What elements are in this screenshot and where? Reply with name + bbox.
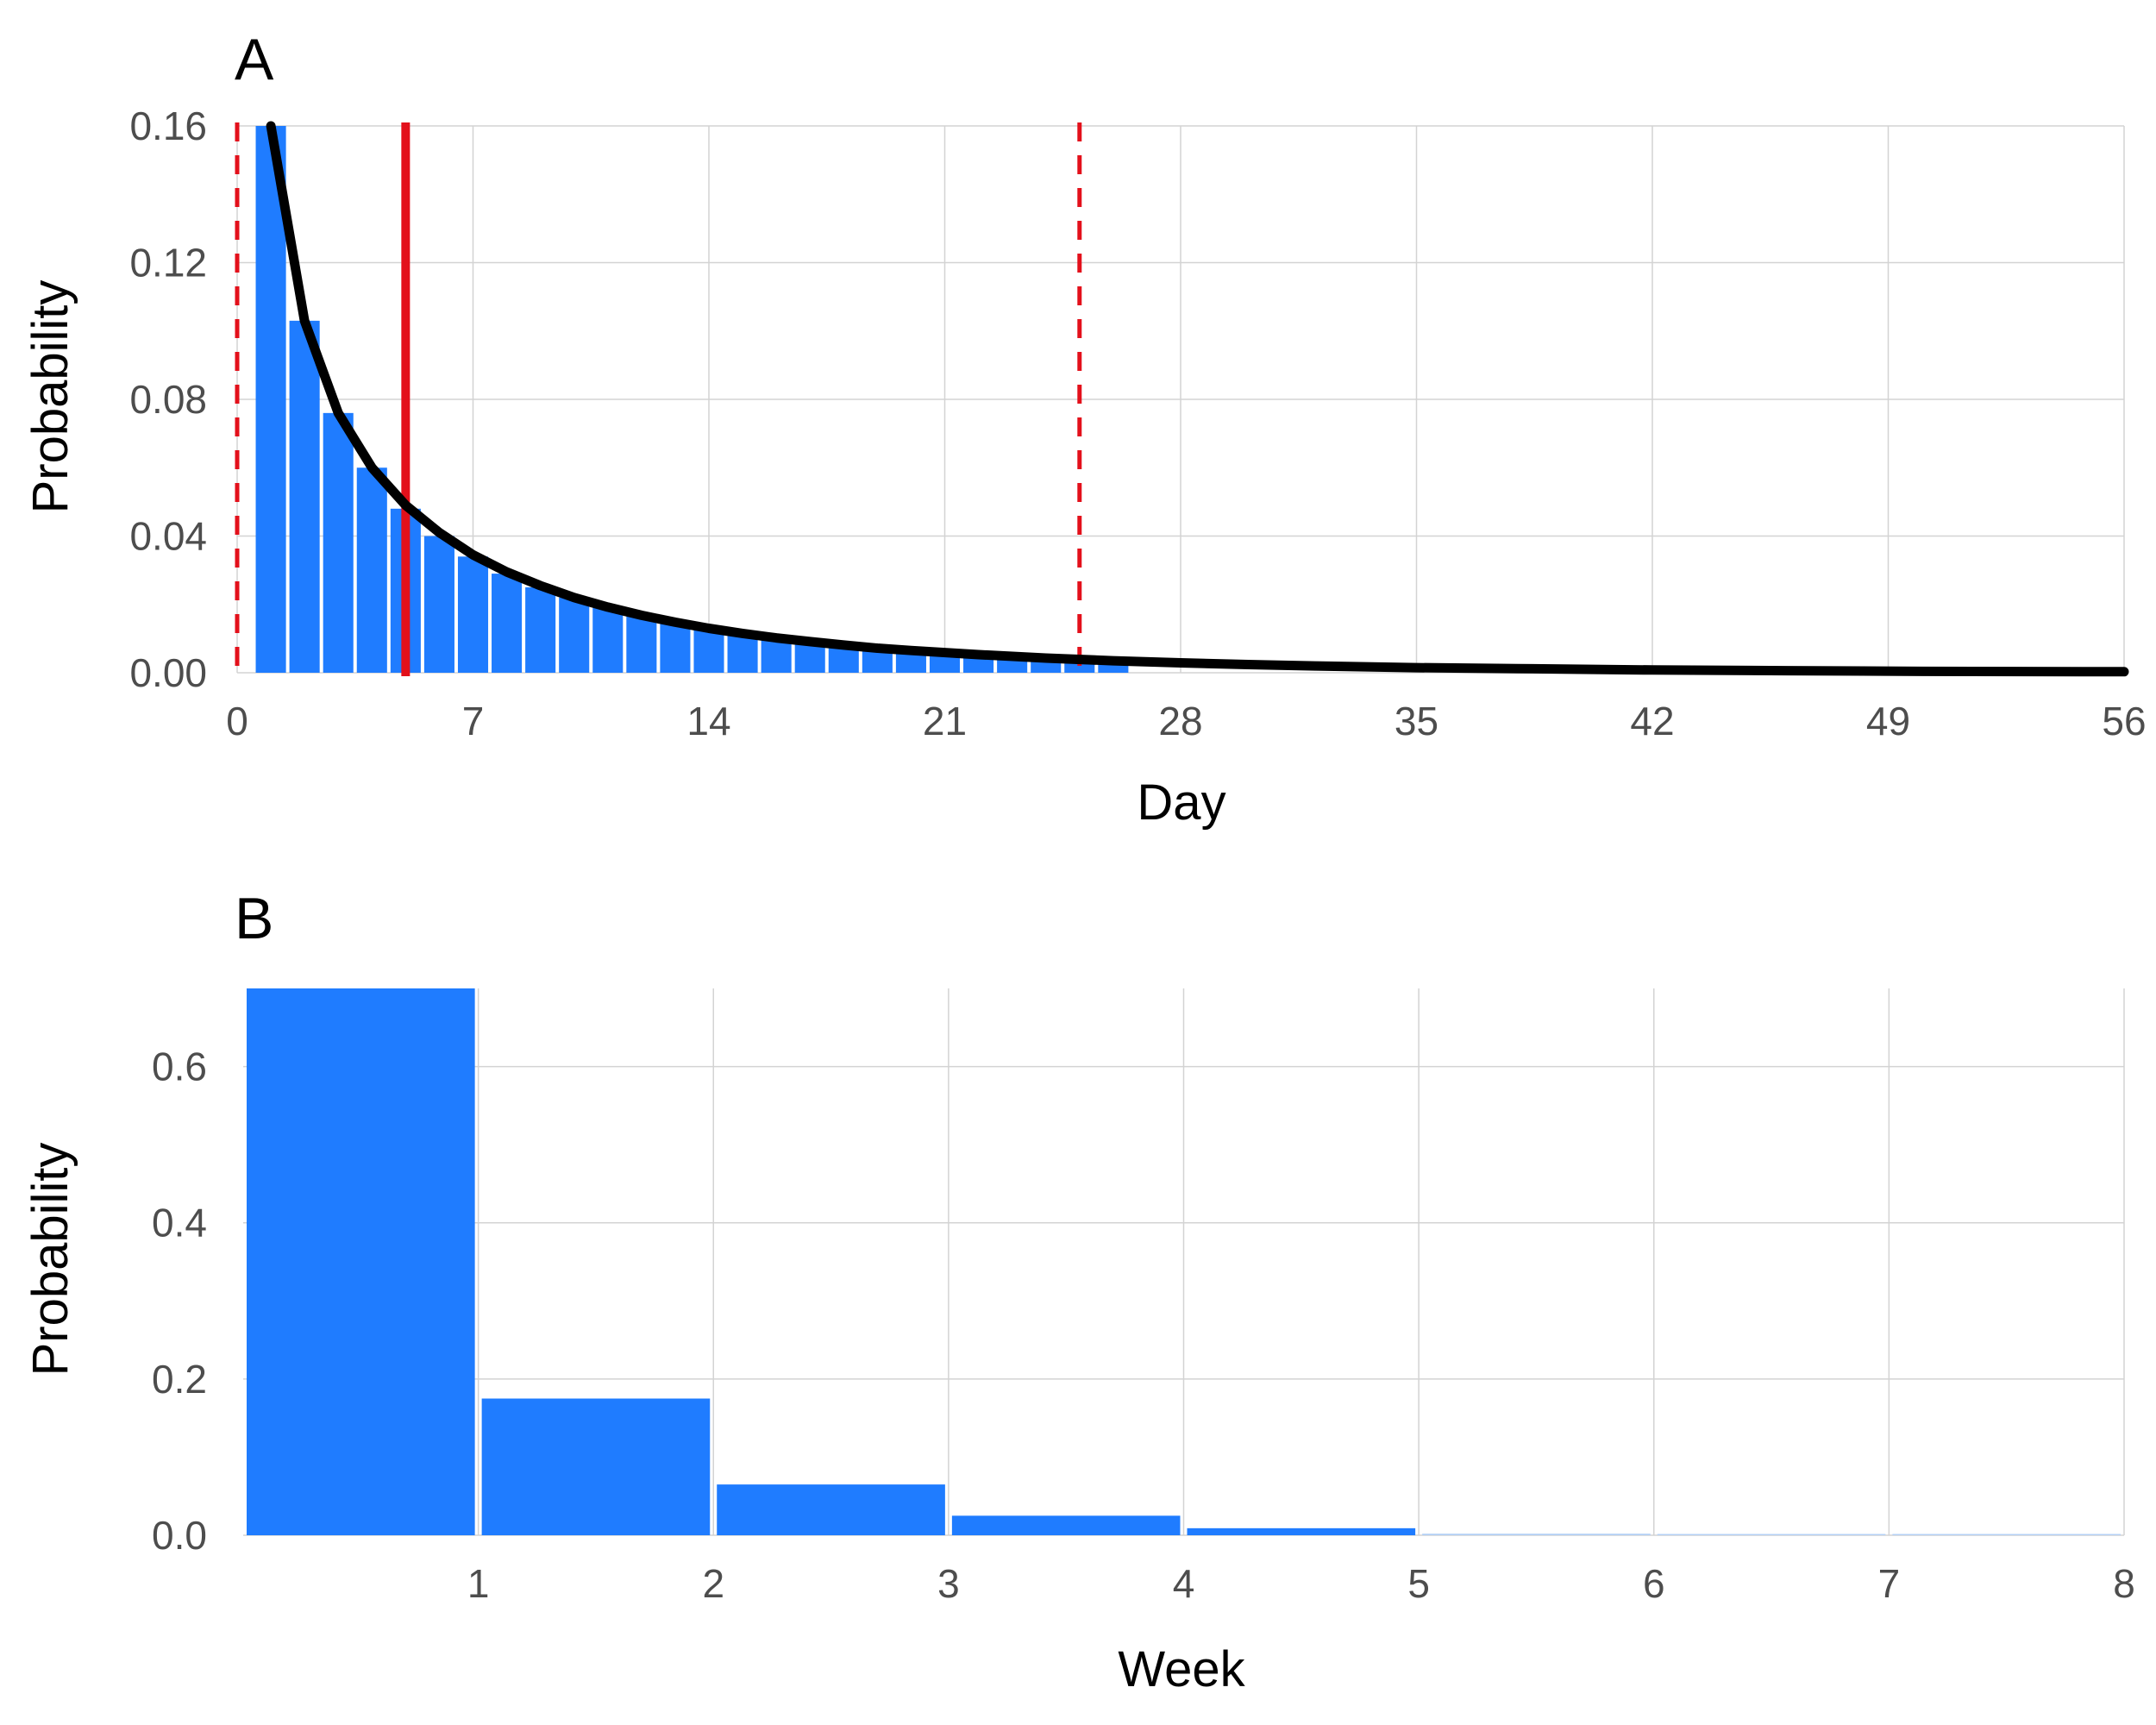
panel-b-bars: [247, 988, 2121, 1535]
panel-b-x-tick-label: 3: [937, 1561, 960, 1606]
panel-b-bar: [1422, 1534, 1651, 1535]
panel-a-y-tick-label: 0.16: [129, 104, 207, 148]
panel-a-x-tick-label: 0: [226, 699, 248, 743]
panel-a-bar: [592, 607, 624, 673]
panel-a-bar: [929, 653, 961, 673]
panel-a-bar: [626, 616, 657, 673]
panel-a-bar: [356, 467, 387, 673]
panel-b-x-tick-label: 6: [1643, 1561, 1665, 1606]
panel-b-y-tick-labels: 0.0 0.2 0.4 0.6: [152, 1044, 207, 1558]
panel-b-bar: [1657, 1534, 1886, 1535]
panel-a-fitted-curve: [266, 121, 2129, 677]
panel-b-bar: [247, 988, 475, 1535]
panel-a-bar: [761, 638, 792, 673]
panel-a-y-tick-label: 0.00: [129, 650, 207, 695]
panel-b-y-tick-label: 0.6: [152, 1044, 207, 1089]
panel-a-bar: [255, 126, 286, 673]
panel-a-bar: [660, 623, 691, 673]
panel-a-bar: [423, 536, 454, 673]
panel-b-y-tick-label: 0.2: [152, 1357, 207, 1402]
panel-a-y-tick-label: 0.08: [129, 377, 207, 422]
panel-a-bar: [525, 586, 556, 673]
panel-b-x-tick-label: 8: [2113, 1561, 2135, 1606]
panel-b-x-tick-label: 5: [1407, 1561, 1430, 1606]
panel-b-x-tick-label: 7: [1878, 1561, 1901, 1606]
panel-a-x-tick-label: 56: [2102, 699, 2146, 743]
panel-a-x-tick-labels: 0 7 14 21 28 35 42 49 56: [226, 699, 2146, 743]
panel-a-bar: [323, 412, 354, 673]
panel-a-bar: [492, 574, 523, 673]
panel-a-bar: [794, 643, 825, 673]
panel-b-bar: [481, 1398, 711, 1535]
panel-a-bar: [289, 320, 320, 673]
panel-a-bar: [693, 629, 724, 673]
panel-a-bar: [457, 556, 489, 673]
panel-a-y-tick-label: 0.04: [129, 514, 207, 559]
panel-b: B 1 2 3 4 5 6 7 8 0.0 0.2 0.4 0.6 Week Probability: [22, 886, 2135, 1697]
panel-a-bar: [727, 634, 758, 673]
panel-a-bar: [963, 656, 994, 673]
panel-a-x-tick-label: 28: [1158, 699, 1202, 743]
panel-b-bar: [1892, 1534, 2121, 1535]
panel-b-x-tick-labels: 1 2 3 4 5 6 7 8: [467, 1561, 2135, 1606]
panel-b-label: B: [235, 886, 273, 951]
panel-b-bar: [717, 1484, 945, 1535]
panel-b-x-tick-label: 2: [702, 1561, 724, 1606]
panel-b-bar: [951, 1515, 1181, 1535]
panel-a-x-tick-label: 7: [462, 699, 485, 743]
panel-a-x-tick-label: 42: [1630, 699, 1674, 743]
panel-a-y-tick-label: 0.12: [129, 241, 207, 285]
panel-b-x-tick-label: 4: [1173, 1561, 1195, 1606]
panel-a-reference-lines: [235, 122, 1082, 676]
panel-a-x-tick-label: 21: [923, 699, 967, 743]
panel-a-x-tick-label: 14: [686, 699, 730, 743]
panel-a-bars: [255, 126, 1129, 673]
panel-b-x-tick-label: 1: [467, 1561, 490, 1606]
panel-b-y-axis-title: Probability: [22, 1143, 78, 1377]
panel-a-y-axis-title: Probability: [22, 280, 78, 514]
panel-b-y-tick-label: 0.0: [152, 1513, 207, 1558]
panel-b-bar: [1187, 1527, 1416, 1535]
panel-a-x-axis-title: Day: [1137, 775, 1225, 831]
panel-b-x-axis-title: Week: [1118, 1641, 1245, 1697]
panel-b-y-tick-label: 0.4: [152, 1201, 207, 1245]
panel-a: A 0 7 14 21 28 35 42 49 56 0.000.040.080.120.16 …: [22, 27, 2147, 831]
panel-a-x-tick-label: 49: [1866, 699, 1910, 743]
panel-a-y-tick-labels: 0.00 0.04 0.08 0.12 0.16: [129, 104, 207, 695]
panel-a-bar: [559, 597, 590, 673]
panel-a-x-tick-label: 35: [1395, 699, 1438, 743]
panel-a-label: A: [235, 27, 274, 92]
